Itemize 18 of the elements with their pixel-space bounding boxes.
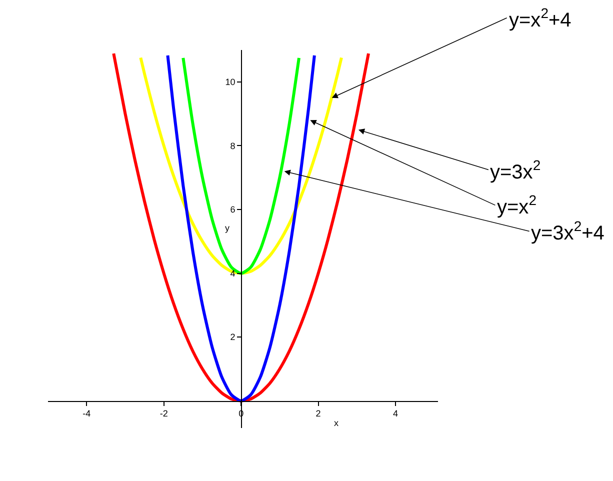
y-tick-label: 8 <box>230 140 236 151</box>
x-axis-title: x <box>334 418 339 428</box>
annotation: y=x$^{2}$ <box>497 192 537 218</box>
y-tick-label: 10 <box>225 77 236 88</box>
y-tick-label: 2 <box>230 332 236 342</box>
annotation: y=x$^{2}$+4 <box>509 5 572 32</box>
x-tick-label: -2 <box>160 408 168 419</box>
x-tick-label: 2 <box>316 408 321 419</box>
y-axis-title: y <box>225 223 230 233</box>
line-series <box>139 56 343 275</box>
line-series <box>112 52 370 402</box>
y-tick-label: 6 <box>230 204 236 215</box>
annotation: y=3x$^{2}$+4 <box>531 218 604 244</box>
line-series <box>166 54 316 402</box>
line-series <box>182 56 300 275</box>
x-tick-label: 4 <box>393 408 398 419</box>
annotation: y=3x$^{2}$ <box>490 157 541 184</box>
x-tick-label: -4 <box>82 408 91 419</box>
